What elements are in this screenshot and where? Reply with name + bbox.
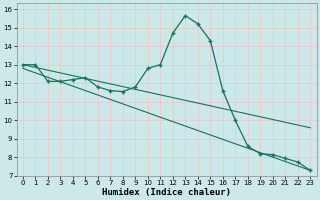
X-axis label: Humidex (Indice chaleur): Humidex (Indice chaleur) — [102, 188, 231, 197]
